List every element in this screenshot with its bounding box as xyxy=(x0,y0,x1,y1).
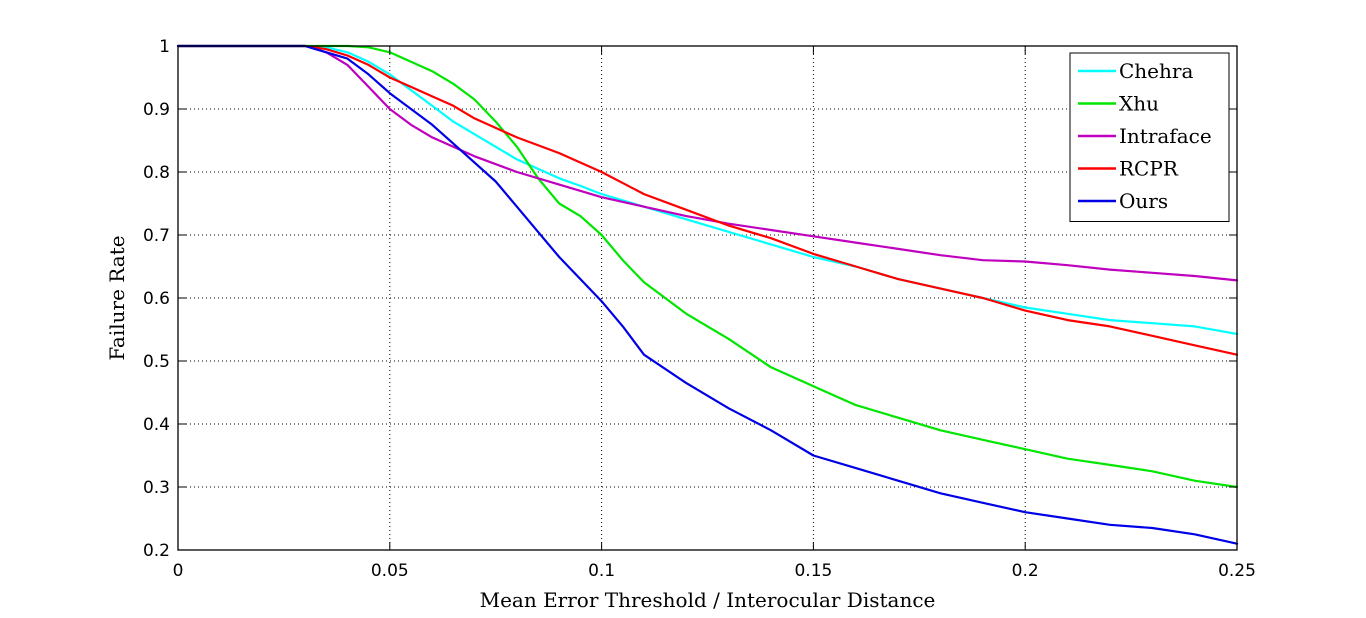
axis-ticks: 0 0.05 0.1 0.15 0.2 0.25 0.2 0.3 0.4 0.5 0.6 0.7 0.8… xyxy=(143,37,1256,581)
x-tick-label: 0.2 xyxy=(1012,561,1039,581)
x-tick-label: 0.15 xyxy=(794,561,832,581)
y-tick-label: 1 xyxy=(159,37,170,57)
legend-label: Intraface xyxy=(1119,124,1212,148)
x-tick-label: 0.05 xyxy=(371,561,409,581)
y-tick-label: 0.6 xyxy=(143,289,170,309)
x-tick-label: 0.1 xyxy=(588,561,615,581)
series-line-intraface xyxy=(176,44,1239,282)
x-tick-label: 0 xyxy=(173,561,184,581)
y-tick-label: 0.2 xyxy=(143,541,170,561)
legend-label: Chehra xyxy=(1119,59,1193,83)
legend-label: RCPR xyxy=(1119,157,1179,181)
x-axis-label: Mean Error Threshold / Interocular Dista… xyxy=(480,588,936,612)
series-line-chehra xyxy=(176,44,1239,335)
series-line-xhu xyxy=(176,44,1239,489)
y-tick-label: 0.4 xyxy=(143,415,170,435)
y-axis-label: Failure Rate xyxy=(105,235,129,360)
legend-label: Xhu xyxy=(1119,92,1159,116)
y-tick-label: 0.8 xyxy=(143,163,170,183)
x-tick-label: 0.25 xyxy=(1218,561,1256,581)
y-tick-label: 0.3 xyxy=(143,478,170,498)
grid xyxy=(178,46,1237,550)
legend[interactable]: Chehra Xhu Intraface RCPR Ours xyxy=(1069,52,1230,222)
y-tick-label: 0.9 xyxy=(143,100,170,120)
legend-box xyxy=(1069,52,1230,222)
legend-label: Ours xyxy=(1119,189,1168,213)
y-tick-label: 0.7 xyxy=(143,226,170,246)
series-line-ours xyxy=(176,44,1239,545)
series-line-rcpr xyxy=(176,44,1239,356)
series-lines xyxy=(176,44,1239,545)
y-tick-label: 0.5 xyxy=(143,352,170,372)
